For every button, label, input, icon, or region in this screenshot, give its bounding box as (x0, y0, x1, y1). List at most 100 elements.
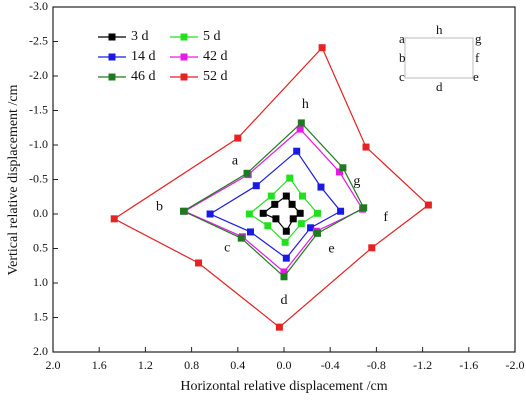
x-tick-label: -0.4 (321, 358, 340, 372)
x-tick-label: -2.0 (506, 358, 525, 372)
marker (267, 192, 275, 200)
marker (339, 164, 347, 172)
marker (271, 200, 279, 208)
inset-label: c (399, 69, 405, 84)
marker (289, 215, 297, 223)
marker (264, 222, 272, 230)
y-tick-label: -2.5 (29, 33, 48, 47)
legend-label: 52 d (203, 69, 228, 84)
marker (247, 228, 255, 236)
x-tick-label: 0.4 (230, 358, 245, 372)
marker (252, 182, 260, 190)
y-tick-label: 0.5 (33, 240, 48, 254)
y-tick-label: 1.0 (33, 275, 48, 289)
marker (180, 207, 188, 215)
x-tick-label: 1.2 (138, 358, 153, 372)
point-label: d (281, 293, 288, 308)
point-label: c (224, 240, 230, 255)
marker (280, 268, 288, 276)
legend-label: 14 d (131, 49, 156, 64)
marker (360, 204, 368, 212)
marker (286, 174, 294, 182)
marker (317, 183, 325, 191)
inset-label: h (436, 22, 443, 37)
inset-label: d (436, 79, 443, 94)
point-label: f (383, 210, 388, 225)
marker (234, 134, 242, 142)
legend-label: 46 d (131, 69, 156, 84)
y-tick-label: 0.0 (33, 206, 48, 220)
inset-label: a (399, 31, 405, 46)
marker (296, 209, 304, 217)
marker (275, 323, 283, 331)
series-line (113, 46, 430, 328)
point-label: e (328, 242, 334, 257)
series-line (182, 122, 365, 278)
marker (206, 210, 214, 218)
marker (282, 192, 290, 200)
marker (288, 200, 296, 208)
y-tick-label: -3.0 (29, 0, 48, 13)
legend-marker (108, 73, 116, 81)
marker (298, 192, 306, 200)
x-tick-label: 0.0 (277, 358, 292, 372)
point-label: g (353, 174, 360, 189)
inset-label: e (473, 69, 479, 84)
marker (281, 238, 289, 246)
legend-label: 3 d (131, 29, 149, 44)
point-label: a (232, 154, 239, 169)
inset-label: b (399, 50, 406, 65)
marker (110, 215, 118, 223)
marker (282, 254, 290, 262)
legend-marker (108, 53, 116, 61)
marker (368, 244, 376, 252)
marker (313, 209, 321, 217)
x-axis-label: Horizontal relative displacement /cm (180, 379, 387, 394)
marker (335, 168, 343, 176)
y-tick-label: -1.0 (29, 137, 48, 151)
marker (259, 209, 267, 217)
point-label: h (302, 97, 309, 112)
marker (297, 220, 305, 228)
y-tick-label: -1.5 (29, 102, 48, 116)
y-tick-label: 1.5 (33, 309, 48, 323)
marker (313, 229, 321, 237)
marker (424, 201, 432, 209)
marker (297, 119, 305, 127)
legend-marker (180, 33, 188, 41)
legend-marker (180, 73, 188, 81)
marker (245, 210, 253, 218)
x-tick-label: -1.2 (413, 358, 432, 372)
legend-label: 42 d (203, 49, 228, 64)
inset-label: g (475, 31, 482, 46)
legend-label: 5 d (203, 29, 221, 44)
marker (272, 215, 280, 223)
marker (362, 143, 370, 151)
series-line (183, 128, 364, 273)
y-tick-label: 2.0 (33, 344, 48, 358)
marker (282, 227, 290, 235)
x-tick-label: -1.6 (459, 358, 478, 372)
marker (296, 125, 304, 133)
marker (307, 224, 315, 232)
marker (237, 234, 245, 242)
marker (337, 207, 345, 215)
y-tick-label: -0.5 (29, 171, 48, 185)
x-tick-label: 2.0 (46, 358, 61, 372)
legend-marker (108, 33, 116, 41)
legend-marker (180, 53, 188, 61)
inset-rect (404, 37, 474, 79)
y-axis-label: Vertical relative displacement /cm (6, 84, 21, 275)
inset-label: f (475, 50, 480, 65)
x-tick-label: -0.8 (367, 358, 386, 372)
marker (318, 44, 326, 52)
y-tick-label: -2.0 (29, 68, 48, 82)
marker (195, 259, 203, 267)
point-label: b (156, 199, 163, 214)
x-tick-label: 0.8 (184, 358, 199, 372)
marker (293, 147, 301, 155)
x-tick-label: 1.6 (92, 358, 107, 372)
marker (280, 273, 288, 281)
